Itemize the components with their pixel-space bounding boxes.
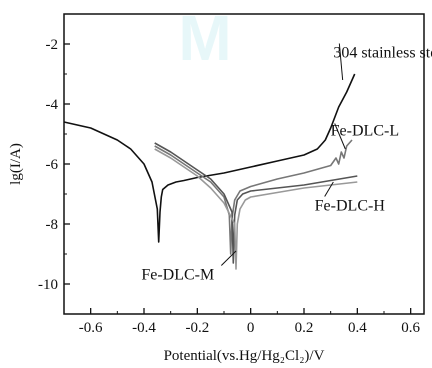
series-line-0	[63, 73, 356, 243]
watermark: M	[178, 2, 231, 74]
y-tick-label: -6	[46, 157, 59, 173]
annotation-leader	[334, 123, 346, 150]
x-axis-label: Potential(vs.Hg/Hg₂Cl₂)/V	[164, 348, 325, 364]
annotation-leaders	[220, 43, 346, 266]
series-line-2	[154, 142, 358, 264]
x-tick-label: -0.2	[185, 320, 209, 336]
annotation-leader	[324, 181, 334, 197]
annotation-label: Fe-DLC-H	[315, 198, 386, 215]
y-tick-label: -2	[46, 37, 59, 53]
x-tick-label: 0.2	[295, 320, 314, 336]
annotation-label: 304 stainless steel	[333, 45, 432, 62]
series-line-1	[154, 139, 353, 255]
series-layer	[63, 73, 358, 270]
annotation-layer: 304 stainless steel Fe-DLC-L Fe-DLC-H Fe-DL…	[141, 45, 432, 284]
y-tick-label: -8	[46, 217, 59, 233]
y-tick-label: -4	[46, 97, 59, 113]
annotation-label: Fe-DLC-M	[141, 267, 214, 284]
annotation-leader	[220, 250, 237, 266]
x-tick-label: -0.4	[132, 320, 156, 336]
x-tick-label: 0	[247, 320, 255, 336]
y-axis-ticks: -10 -8 -6 -4 -2	[38, 13, 70, 315]
x-tick-label: 0.6	[401, 320, 420, 336]
x-axis-ticks: -0.6 -0.4 -0.2 0 0.2 0.4 0.6	[63, 308, 421, 336]
annotation-label: Fe-DLC-L	[331, 123, 399, 140]
y-axis-label: lg(I/A)	[8, 143, 24, 185]
x-tick-label: -0.6	[79, 320, 103, 336]
annotation-leader	[338, 43, 344, 81]
x-tick-label: 0.4	[348, 320, 367, 336]
y-tick-label: -10	[38, 277, 58, 293]
series-line-3	[154, 148, 358, 270]
